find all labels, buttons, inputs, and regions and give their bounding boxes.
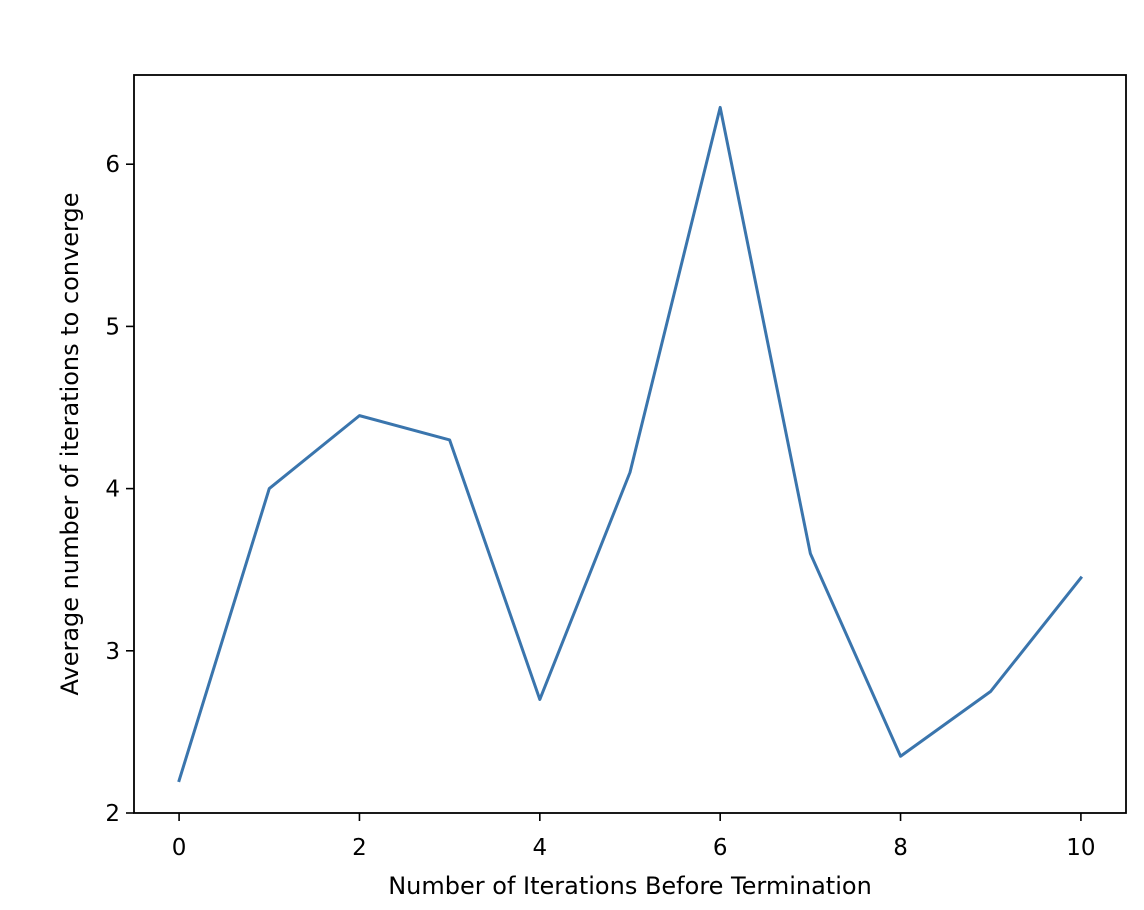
x-tick-label: 10 (1066, 835, 1095, 861)
y-tick-label: 3 (105, 639, 120, 665)
y-axis-label: Average number of iterations to converge (56, 193, 84, 696)
y-tick-label: 6 (105, 152, 120, 178)
x-tick-label: 4 (532, 835, 547, 861)
x-tick-label: 8 (893, 835, 908, 861)
x-tick-label: 2 (352, 835, 367, 861)
axes-frame (133, 74, 1127, 814)
x-axis-ticks: 0 2 4 6 8 10 (172, 813, 1096, 861)
y-axis-ticks: 2 3 4 5 6 (105, 152, 134, 827)
x-axis-label: Number of Iterations Before Termination (388, 872, 872, 900)
x-tick-label: 6 (713, 835, 728, 861)
series-layer (177, 105, 1084, 783)
y-tick-label: 4 (105, 477, 120, 503)
y-tick-label: 2 (105, 801, 120, 827)
x-tick-label: 0 (172, 835, 187, 861)
y-tick-label: 5 (105, 314, 120, 340)
